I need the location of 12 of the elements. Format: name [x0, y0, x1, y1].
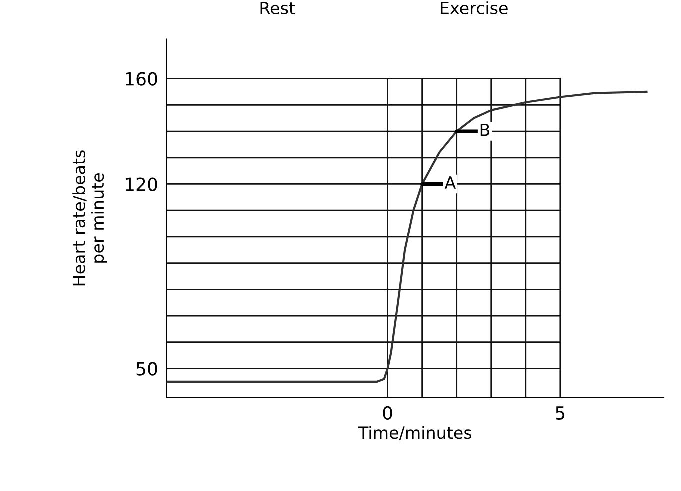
- x-axis-title: Time/minutes: [358, 426, 472, 441]
- x-tick-label: 5: [556, 406, 565, 420]
- annotation: B: [480, 124, 490, 136]
- y-axis-title: Heart rate/beats per minute: [72, 150, 108, 286]
- line-series: [166, 90, 648, 383]
- y-tick-label: 120: [126, 178, 158, 192]
- annotation: A: [444, 176, 456, 189]
- text: Exercise: [441, 2, 508, 15]
- x-tick-label: 0: [383, 406, 392, 420]
- text: Rest: [260, 2, 296, 15]
- y-tick-label: 160: [126, 72, 158, 86]
- y-tick-label: 50: [136, 362, 158, 376]
